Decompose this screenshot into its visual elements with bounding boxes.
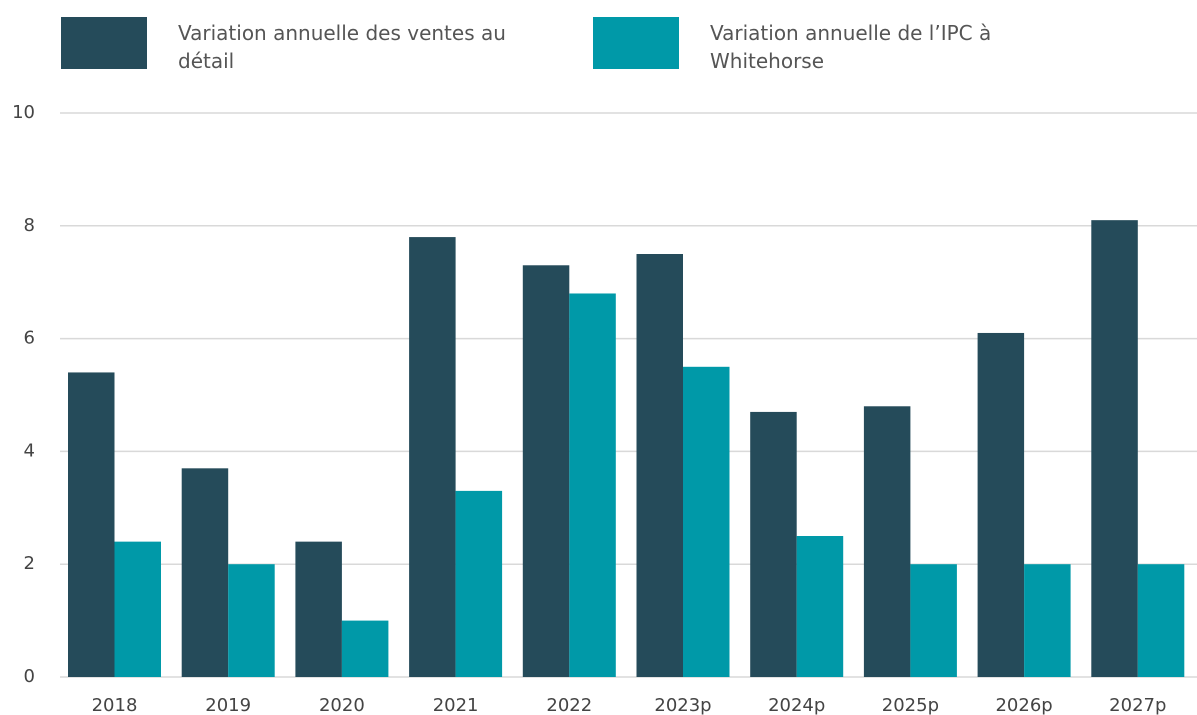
y-tick-label: 0 [24, 666, 35, 687]
bar [228, 564, 275, 677]
x-tick-label: 2027p [1109, 695, 1166, 715]
bar [455, 490, 503, 677]
bar [636, 254, 683, 677]
bar [409, 237, 456, 677]
y-tick-label: 10 [12, 102, 35, 123]
legend-label: Variation annuelle de l’IPC à Whitehorse [710, 21, 992, 73]
x-tick-label: 2023p [654, 695, 711, 715]
bar [1091, 220, 1138, 677]
bar [910, 564, 957, 677]
x-tick-label: 2021 [433, 695, 479, 715]
y-tick-label: 8 [24, 215, 35, 236]
x-tick-label: 2022 [546, 695, 592, 715]
bar [68, 372, 115, 677]
bar [863, 406, 911, 677]
bar [114, 541, 161, 677]
bar [181, 468, 229, 677]
x-tick-label: 2020 [319, 695, 365, 715]
bar [796, 536, 844, 677]
legend-label: Variation annuelle des ventes au détail [178, 21, 506, 73]
legend-swatch [593, 17, 679, 69]
bar [750, 411, 797, 677]
bar [1024, 564, 1071, 677]
x-tick-label: 2018 [92, 695, 138, 715]
bar [1137, 564, 1185, 677]
bar [977, 332, 1025, 677]
x-tick-label: 2024p [768, 695, 825, 715]
bar [522, 265, 570, 677]
y-tick-label: 6 [24, 328, 35, 349]
bar [569, 293, 616, 677]
bar [295, 541, 342, 677]
x-tick-label: 2026p [995, 695, 1052, 715]
bar [341, 620, 389, 677]
legend-swatch [61, 17, 147, 69]
y-tick-label: 2 [24, 553, 35, 574]
y-tick-label: 4 [24, 440, 35, 461]
bar [683, 366, 730, 677]
legend-item: Variation annuelle de l’IPC à Whitehorse [593, 17, 1040, 75]
x-tick-label: 2025p [882, 695, 939, 715]
x-tick-label: 2019 [205, 695, 251, 715]
legend-item: Variation annuelle des ventes au détail [61, 17, 508, 75]
